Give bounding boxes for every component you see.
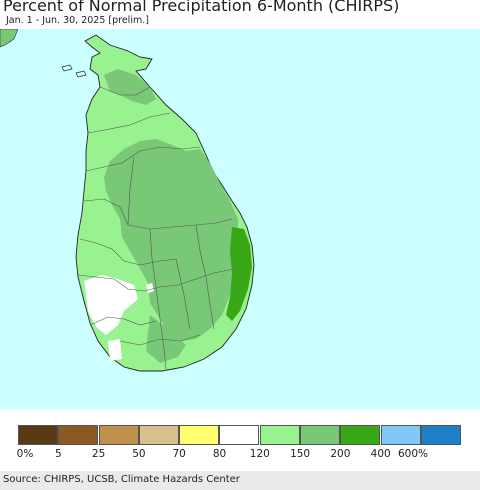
legend-label: 80 — [212, 448, 227, 460]
legend-swatch — [219, 425, 260, 445]
legend-label: 600% — [397, 448, 429, 460]
legend-colorbar — [18, 425, 461, 445]
legend-label: 70 — [172, 448, 186, 460]
district-boundaries — [77, 86, 235, 370]
legend-swatch — [179, 425, 220, 445]
legend-swatch — [138, 425, 179, 445]
legend-swatch — [98, 425, 139, 445]
legend-label: 50 — [132, 448, 146, 460]
precipitation-map — [0, 29, 480, 409]
legend-label: 200 — [330, 448, 351, 460]
legend-label: 0% — [16, 448, 34, 460]
map-subtitle: Jan. 1 - Jun. 30, 2025 [prelim.] — [6, 15, 149, 26]
legend-label: 5 — [54, 448, 62, 460]
legend-label: 400 — [370, 448, 391, 460]
legend-swatch — [259, 425, 300, 445]
legend-swatch — [18, 425, 58, 445]
legend-swatch — [420, 425, 461, 445]
source-text: Source: CHIRPS, UCSB, Climate Hazards Ce… — [3, 474, 240, 485]
legend-swatch — [340, 425, 381, 445]
near-normal-speck — [146, 283, 154, 293]
above-normal-north — [104, 69, 156, 105]
map-title: Percent of Normal Precipitation 6-Month … — [3, 0, 400, 15]
legend-swatch — [380, 425, 421, 445]
india-coast — [0, 29, 19, 48]
well-above-normal-coast — [226, 227, 252, 321]
legend-label: 25 — [91, 448, 106, 460]
legend-label: 120 — [249, 448, 270, 460]
near-normal-southwest — [84, 275, 138, 335]
above-normal-east — [104, 139, 238, 341]
legend-swatch — [300, 425, 341, 445]
near-normal-small — [108, 339, 122, 361]
source-bar: Source: CHIRPS, UCSB, Climate Hazards Ce… — [0, 471, 480, 490]
legend-label: 150 — [290, 448, 311, 460]
legend-labels: 0% 5 25 50 70 80 120 150 200 400 600% — [0, 448, 480, 462]
legend-swatch — [58, 425, 99, 445]
jaffna-islands — [61, 64, 87, 78]
above-normal-south — [146, 315, 186, 363]
